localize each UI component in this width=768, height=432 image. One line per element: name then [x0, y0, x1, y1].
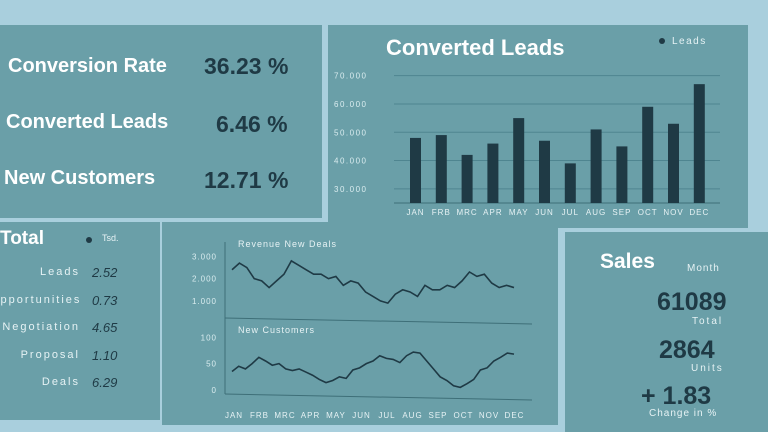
x-tick-label: MRC — [456, 208, 477, 217]
x-tick-label: JAN — [406, 208, 424, 217]
x-tick-label: MAY — [509, 208, 529, 217]
y-tick-label: 0 — [212, 386, 217, 395]
y-tick-label: 50.000 — [334, 128, 367, 137]
x-axis — [224, 393, 533, 401]
x-tick-label: JUL — [562, 208, 579, 217]
total-title: Total — [0, 228, 44, 249]
total-panel: Total Tsd. Leads 2.52 Opportunities 0.73 Neg… — [0, 222, 160, 420]
bar-oct — [642, 106, 654, 203]
kpi-panel: Conversion Rate 36.23 % Converted Leads … — [0, 25, 322, 218]
sales-period: Month — [687, 263, 720, 274]
y-tick-label: 2.000 — [192, 275, 217, 284]
x-tick-label: NOV — [663, 208, 683, 217]
kpi-value: 36.23 % — [204, 53, 289, 79]
y-tick-label: 100 — [201, 333, 217, 342]
bar-may — [513, 118, 525, 203]
line-charts-panel: Revenue New Deals 1.000 2.000 3.000 New Cust… — [162, 222, 558, 425]
converted-leads-panel: Converted Leads Leads 30.000 40.000 50.000… — [328, 25, 748, 228]
x-tick-label: OCT — [454, 411, 474, 420]
bar-mrc — [461, 154, 473, 203]
total-row-label: Leads — [40, 266, 80, 278]
series-line-1 — [231, 259, 515, 305]
y-tick-label: 60.000 — [334, 100, 367, 109]
bar-dec — [693, 84, 705, 203]
total-row-label: Proposal — [20, 348, 80, 361]
legend-label: Leads — [672, 36, 707, 47]
x-tick-label: FRB — [432, 208, 451, 217]
x-tick-label: SEP — [612, 208, 631, 217]
y-tick-label: 70.000 — [334, 72, 367, 81]
bar-apr — [487, 143, 499, 203]
kpi-value: 12.71 % — [204, 167, 289, 193]
bar-jun — [539, 140, 550, 203]
legend-marker — [659, 38, 665, 44]
y-tick-label: 3.000 — [192, 252, 217, 261]
x-tick-label: DEC — [689, 208, 709, 217]
sales-total-label: Total — [692, 316, 724, 327]
kpi-value: 6.46 % — [216, 111, 288, 137]
x-tick-label: JUL — [378, 411, 395, 420]
total-row-label: Opportunities — [0, 293, 82, 306]
line-charts: Revenue New Deals 1.000 2.000 3.000 New Cust… — [192, 239, 533, 420]
x-tick-label: MAY — [326, 411, 346, 420]
bar-nov — [668, 123, 679, 203]
x-tick-label: FRB — [250, 411, 269, 420]
x-tick-label: JUN — [352, 411, 371, 420]
legend-label: Tsd. — [102, 233, 119, 243]
bar-aug — [590, 129, 602, 203]
sales-units-label: Units — [691, 363, 724, 374]
sales-panel: Sales Month 61089 Total 2864 Units + 1.8… — [565, 232, 768, 432]
sales-change: + 1.83 — [641, 382, 712, 410]
y-tick-label: 1.000 — [192, 297, 217, 306]
legend-marker — [86, 237, 92, 243]
y-tick-label: 30.000 — [334, 185, 367, 194]
sales-change-label: Change in % — [649, 408, 718, 419]
kpi-label: New Customers — [4, 167, 156, 189]
total-row-label: Negotiation — [2, 321, 80, 333]
x-tick-label: AUG — [586, 208, 606, 217]
bar-jul — [564, 163, 576, 203]
sales-title: Sales — [600, 250, 655, 273]
kpi-label: Converted Leads — [6, 111, 169, 133]
total-row-value: 4.65 — [92, 320, 118, 335]
bar-frb — [435, 135, 447, 203]
total-row-value: 2.52 — [92, 265, 118, 280]
kpi-label: Conversion Rate — [8, 55, 167, 77]
line-chart-title: New Customers — [238, 325, 315, 335]
x-tick-label: APR — [301, 411, 320, 420]
chart-divider — [224, 317, 533, 325]
total-row-value: 0.73 — [92, 292, 118, 308]
x-tick-label: MRC — [274, 411, 295, 420]
total-row-label: Deals — [41, 376, 80, 388]
bar-sep — [616, 146, 628, 203]
sales-total: 61089 — [657, 288, 727, 316]
bar-jan — [410, 137, 421, 203]
y-tick-label: 40.000 — [334, 157, 367, 166]
x-tick-label: APR — [483, 208, 502, 217]
x-tick-label: JUN — [535, 208, 554, 217]
line-chart-title: Revenue New Deals — [238, 239, 337, 249]
total-row-value: 6.29 — [92, 375, 118, 390]
series-line-2 — [231, 351, 515, 389]
x-tick-label: SEP — [428, 411, 447, 420]
y-tick-label: 50 — [206, 360, 217, 369]
x-tick-label: DEC — [505, 411, 525, 420]
x-tick-label: AUG — [402, 411, 422, 420]
bar-chart: Converted Leads Leads 30.000 40.000 50.000… — [334, 35, 720, 217]
x-tick-label: NOV — [479, 411, 499, 420]
sales-units: 2864 — [659, 336, 715, 364]
total-row-value: 1.10 — [92, 347, 118, 363]
x-tick-label: OCT — [638, 208, 658, 217]
chart-title: Converted Leads — [386, 35, 565, 60]
x-tick-label: JAN — [225, 411, 243, 420]
